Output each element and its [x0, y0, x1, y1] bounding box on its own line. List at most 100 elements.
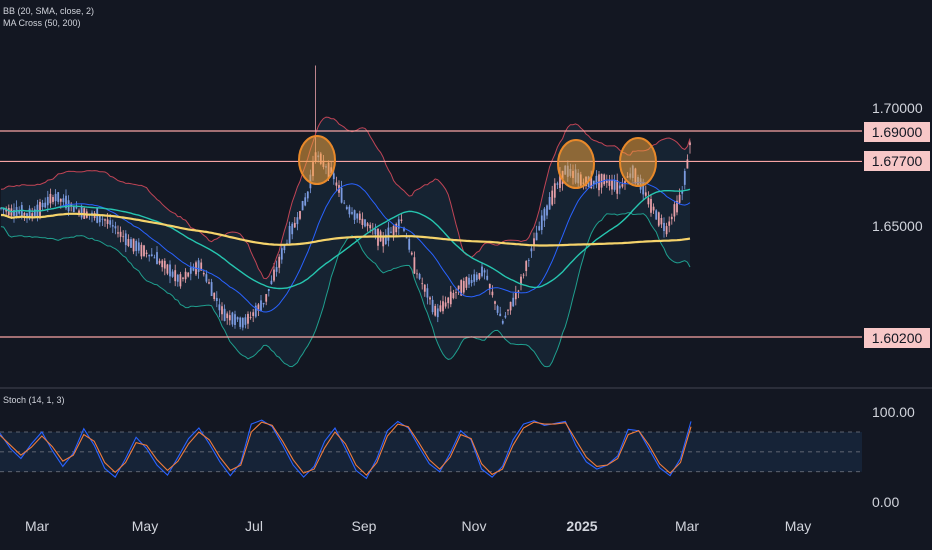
candle: [390, 226, 392, 234]
candle-body: [556, 183, 559, 185]
candle: [213, 292, 216, 302]
candle-body: [33, 209, 36, 218]
candle: [288, 221, 291, 246]
candle: [78, 208, 80, 217]
candle-body: [543, 208, 546, 221]
ma-indicator-label[interactable]: MA Cross (50, 200): [3, 18, 81, 28]
candle-body: [514, 292, 517, 300]
highlight-circle: [619, 137, 657, 187]
candle-body: [600, 173, 603, 188]
candle: [676, 195, 678, 216]
candle-body: [299, 211, 301, 219]
candle: [150, 248, 153, 257]
horizontal-levels[interactable]: [0, 130, 862, 338]
candle-body: [447, 297, 450, 304]
candle-body: [676, 200, 678, 213]
candle-body: [304, 197, 307, 206]
candle: [613, 174, 616, 192]
candle: [54, 189, 57, 207]
candle: [44, 197, 47, 209]
candle: [556, 181, 559, 189]
candle-body: [221, 306, 223, 315]
candle-body: [249, 317, 252, 318]
candle: [512, 292, 515, 308]
candle: [553, 178, 556, 205]
candle: [343, 200, 346, 205]
candle: [163, 258, 166, 276]
candle-body: [145, 252, 148, 254]
candle-body: [525, 261, 528, 272]
bb-indicator-label[interactable]: BB (20, SMA, close, 2): [3, 6, 95, 16]
candle-body: [397, 219, 400, 229]
candle: [241, 317, 244, 331]
candle: [447, 296, 450, 309]
candle-body: [473, 274, 476, 282]
candle-body: [603, 174, 606, 185]
candle-body: [530, 248, 533, 252]
candle: [504, 312, 507, 319]
candle-body: [418, 273, 421, 279]
candle: [494, 300, 496, 310]
candle: [340, 180, 343, 204]
candle-body: [293, 222, 296, 228]
candle-body: [189, 267, 192, 274]
candle: [624, 179, 626, 190]
candle-body: [668, 221, 671, 226]
candle-body: [46, 196, 49, 206]
candle-body: [18, 211, 21, 214]
ma-50-line: [0, 188, 691, 290]
candle: [416, 269, 418, 279]
candle-body: [686, 159, 689, 169]
candle: [221, 302, 223, 321]
candle-body: [478, 273, 481, 279]
candle: [351, 207, 353, 216]
highlight-circles[interactable]: [298, 135, 657, 189]
candle-body: [192, 266, 195, 271]
candle-body: [618, 185, 621, 189]
candle-body: [54, 193, 57, 202]
candle-body: [132, 238, 135, 252]
candle: [618, 182, 621, 195]
candle-body: [135, 240, 138, 251]
candle: [249, 311, 252, 320]
candle: [522, 273, 525, 279]
candle-body: [158, 260, 161, 264]
candle: [689, 140, 691, 154]
candle: [135, 239, 138, 257]
candle-body: [520, 276, 522, 285]
candle: [418, 272, 421, 281]
candle-body: [390, 231, 392, 233]
level-tag-1-67700[interactable]: 1.67700: [864, 151, 930, 171]
candle: [499, 306, 502, 317]
candle: [605, 174, 608, 188]
candle-body: [244, 317, 247, 325]
candle-body: [150, 254, 153, 256]
bb-upper-line: [0, 116, 691, 280]
candle-body: [608, 180, 611, 186]
candle: [117, 225, 119, 238]
candle: [475, 271, 478, 282]
candle-body: [31, 213, 34, 217]
candle: [239, 316, 242, 330]
level-tag-1-60200[interactable]: 1.60200: [864, 328, 930, 348]
candle-body: [681, 191, 684, 194]
candle: [496, 304, 499, 316]
candle-body: [254, 305, 257, 317]
candle: [673, 200, 676, 222]
candle: [387, 221, 390, 247]
candle-body: [494, 301, 496, 304]
stoch-indicator-label[interactable]: Stoch (14, 1, 3): [3, 395, 65, 405]
candle-body: [509, 301, 512, 311]
candle-body: [288, 225, 291, 244]
candle-body: [156, 252, 158, 265]
x-label-2025: 2025: [566, 518, 598, 534]
candle: [507, 309, 509, 316]
x-label-nov: Nov: [461, 518, 487, 534]
candle-body: [439, 305, 442, 312]
candle-body: [306, 191, 309, 199]
candle: [655, 209, 658, 220]
candle-body: [429, 297, 431, 300]
candle-body: [44, 202, 47, 208]
level-tag-1-69000[interactable]: 1.69000: [864, 122, 930, 142]
